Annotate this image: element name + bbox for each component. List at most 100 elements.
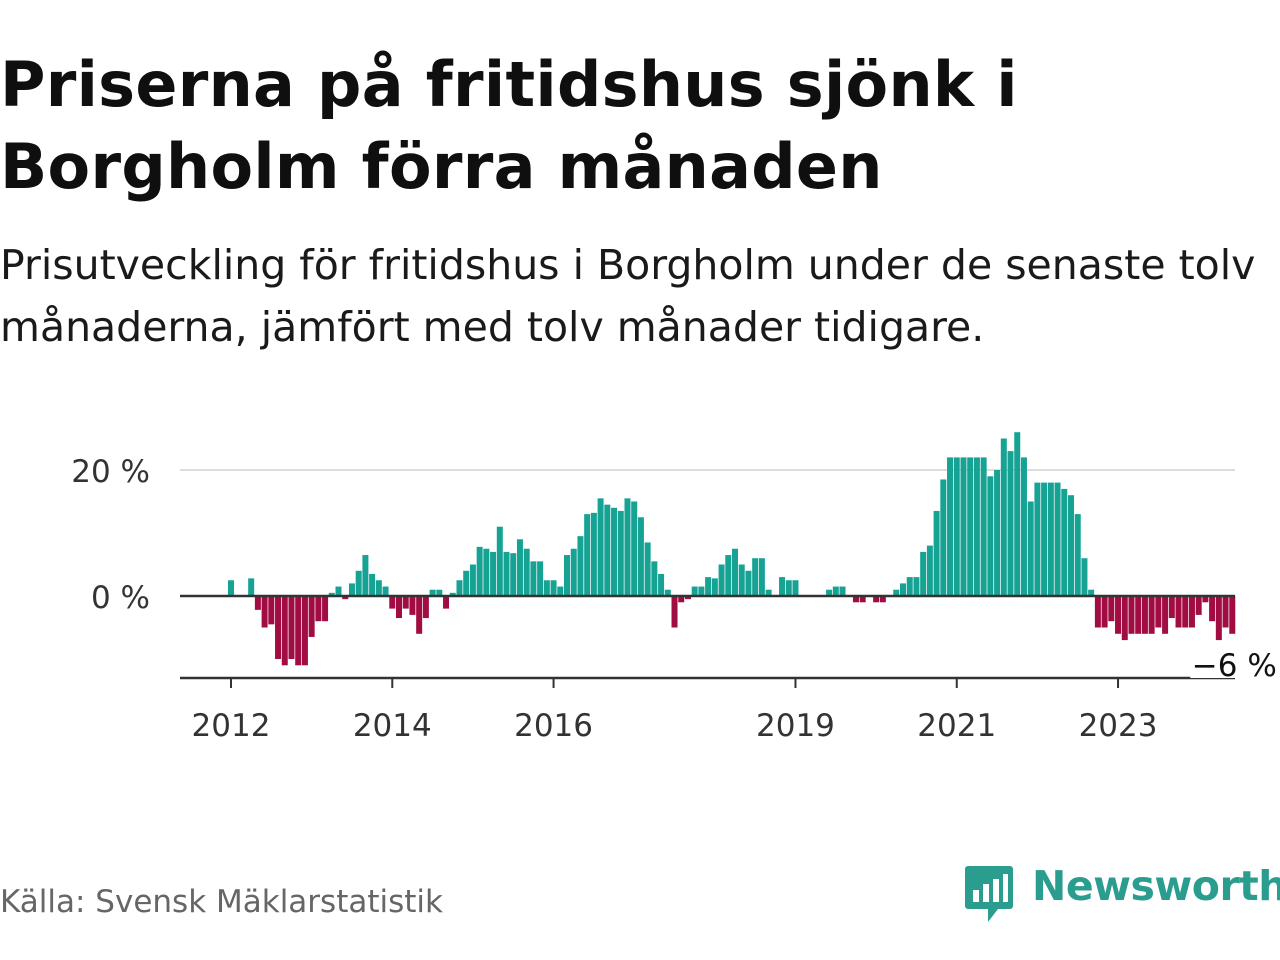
bar [611, 507, 618, 596]
bar [389, 596, 396, 609]
bar [826, 589, 833, 596]
bar [1034, 482, 1041, 596]
bar [1222, 596, 1229, 628]
bar [1081, 558, 1088, 596]
bar [422, 596, 429, 619]
x-tick-label: 2021 [917, 708, 996, 744]
bar [308, 596, 315, 637]
bar [476, 546, 483, 596]
bar [557, 586, 564, 596]
bar [1007, 451, 1014, 596]
bar [879, 596, 886, 603]
bar [1047, 482, 1054, 596]
bar [745, 570, 752, 596]
bar [711, 578, 718, 596]
bar [684, 596, 691, 600]
bar [765, 589, 772, 596]
bar [1027, 501, 1034, 596]
bar [973, 457, 980, 596]
bar [456, 580, 463, 596]
bar [617, 510, 624, 596]
bar [1094, 596, 1101, 628]
bar [248, 578, 255, 596]
chart-subtitle: Prisutveckling för fritidshus i Borgholm… [0, 241, 1256, 351]
x-tick-label: 2023 [1079, 708, 1158, 744]
bar [900, 583, 906, 596]
bar-chart: 0 % 20 % 2012 2014 2016 2019 2021 2023 −6 % [71, 432, 1277, 744]
bar [1074, 514, 1081, 596]
bar [510, 553, 517, 596]
bar [664, 589, 671, 596]
bar [926, 545, 933, 596]
bar [496, 526, 503, 596]
bar [382, 586, 389, 596]
bar [651, 561, 658, 596]
bar [738, 564, 745, 596]
bar [953, 457, 960, 596]
bar [624, 498, 631, 596]
bar [315, 596, 322, 622]
bar [691, 586, 698, 596]
bar [1202, 596, 1209, 603]
bar [967, 457, 974, 596]
bar [1215, 596, 1222, 641]
bar [584, 514, 591, 596]
bar [994, 470, 1001, 596]
y-tick-label: 20 % [71, 454, 150, 490]
bar [718, 564, 725, 596]
bar [658, 573, 665, 596]
bar [1088, 589, 1095, 596]
bar [402, 596, 409, 609]
bar [449, 592, 456, 596]
bar [1101, 596, 1108, 628]
bar [530, 561, 537, 596]
bar [396, 596, 402, 619]
bar [1068, 495, 1074, 596]
bar [543, 580, 550, 596]
bar [342, 596, 349, 600]
bar [752, 558, 759, 596]
bar [792, 580, 799, 596]
bar [987, 476, 994, 596]
bar [268, 596, 275, 625]
bar [604, 504, 611, 596]
bar [1148, 596, 1155, 634]
newsworthy-logo-icon [965, 866, 1013, 922]
bar [443, 596, 450, 609]
bar [631, 501, 638, 596]
bar [732, 548, 738, 596]
bar [779, 577, 786, 596]
bar [960, 457, 967, 596]
bar [644, 542, 651, 596]
bar [335, 586, 342, 596]
x-tick-label: 2016 [514, 708, 593, 744]
bar [416, 596, 423, 634]
newsworthy-logo[interactable]: Newsworthy [964, 862, 1280, 928]
bar [852, 596, 859, 603]
bar [1014, 432, 1021, 596]
bar [550, 580, 557, 596]
bar [228, 580, 234, 596]
bar [1128, 596, 1135, 634]
bar [577, 536, 584, 596]
bar [1000, 438, 1007, 596]
bar [1155, 596, 1162, 628]
bar [1188, 596, 1195, 628]
bar [1135, 596, 1142, 634]
bar [893, 589, 900, 596]
bar [281, 596, 288, 666]
source-note: Källa: Svensk Mäklarstatistik [0, 884, 443, 920]
bar [261, 596, 268, 628]
y-tick-label: 0 % [91, 580, 150, 616]
bar [705, 577, 712, 596]
bar [725, 555, 732, 596]
bar [947, 457, 954, 596]
bar [1041, 482, 1048, 596]
bar [429, 589, 436, 596]
bar [1195, 596, 1202, 615]
bar [483, 548, 490, 596]
bar [839, 586, 846, 596]
bar [1229, 596, 1236, 634]
bar [355, 570, 362, 596]
bar [678, 596, 685, 603]
